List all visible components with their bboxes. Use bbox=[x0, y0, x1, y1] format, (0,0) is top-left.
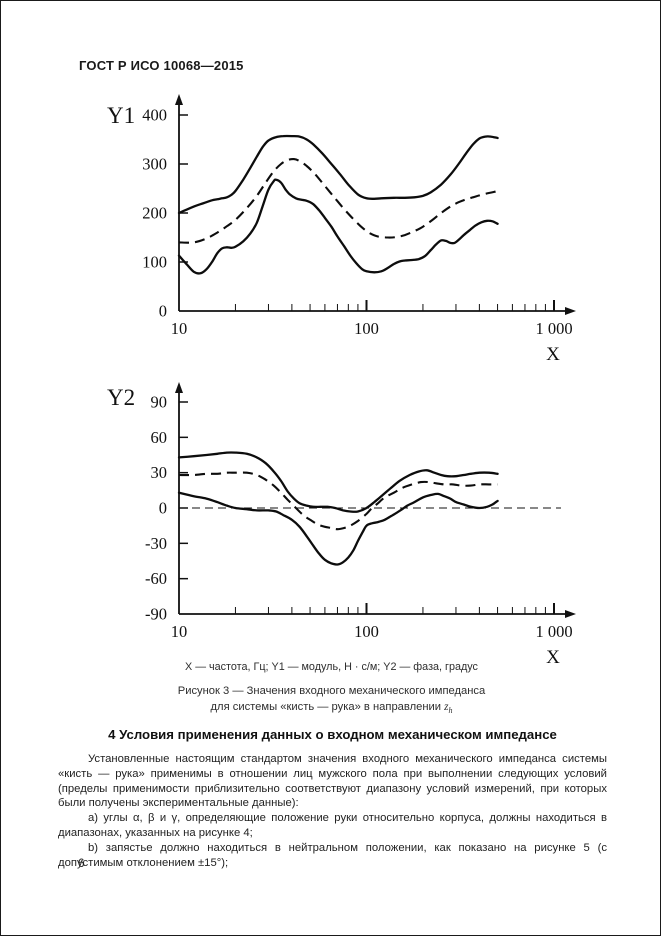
y-tick-label: -30 bbox=[145, 534, 167, 553]
page-number: 6 bbox=[78, 858, 85, 870]
x-axis-arrow bbox=[565, 307, 576, 315]
curve-upper-envelope bbox=[177, 451, 499, 513]
figure-caption-line2: для системы «кисть — рука» в направлении… bbox=[1, 700, 660, 719]
x-tick-label: 100 bbox=[354, 622, 379, 641]
y-tick-label: 400 bbox=[142, 106, 167, 125]
y-tick-label: 300 bbox=[142, 155, 167, 174]
x-tick-label: 10 bbox=[171, 319, 188, 338]
y-tick-label: 90 bbox=[151, 393, 168, 412]
chart-y2-phase: 90 60 30 0 -30 -60 -90 10 100 1 000 Y2 X bbox=[71, 373, 651, 674]
document-header: ГОСТ Р ИСО 10068—2015 bbox=[79, 58, 244, 73]
direction-symbol-subscript: h bbox=[448, 705, 453, 715]
axes-legend: X — частота, Гц; Y1 — модуль, Н · с/м; Y… bbox=[185, 661, 478, 673]
y-axis-title: Y2 bbox=[107, 385, 135, 410]
x-axis-arrow bbox=[565, 610, 576, 618]
x-tick-label: 10 bbox=[171, 622, 188, 641]
paragraph-intro: Установленные настоящим стандартом значе… bbox=[58, 753, 607, 810]
direction-symbol: zh bbox=[444, 700, 453, 715]
x-tick-label: 1 000 bbox=[535, 622, 572, 641]
x-axis-title: X bbox=[546, 647, 560, 668]
x-tick-label: 1 000 bbox=[535, 319, 572, 338]
figure-caption-line1: Рисунок 3 — Значения входного механическ… bbox=[177, 685, 486, 697]
paragraph-item-b: b) запястье должно находиться в нейтраль… bbox=[58, 841, 607, 869]
y-axis-arrow bbox=[175, 382, 183, 393]
curve-lower-envelope bbox=[177, 491, 499, 566]
y-tick-label: 0 bbox=[159, 499, 167, 518]
y-tick-label: 100 bbox=[142, 253, 167, 272]
curve-mean bbox=[178, 158, 498, 244]
figure-caption-line2-text: для системы «кисть — рука» в направлении bbox=[210, 700, 445, 713]
curve-lower-envelope bbox=[177, 178, 499, 275]
curve-mean bbox=[178, 471, 498, 531]
chart-y1-svg: 0 100 200 300 400 10 100 1 000 Y1 X bbox=[107, 94, 576, 365]
x-tick-label: 100 bbox=[354, 319, 379, 338]
section-heading: 4 Условия применения данных о входном ме… bbox=[108, 727, 557, 742]
x-axis-title: X bbox=[546, 344, 560, 365]
chart-y1-modulus: 0 100 200 300 400 10 100 1 000 Y1 X bbox=[71, 89, 651, 376]
body-text: Установленные настоящим стандартом значе… bbox=[58, 752, 607, 870]
y-tick-label: 30 bbox=[151, 463, 168, 482]
y-axis-title: Y1 bbox=[107, 103, 135, 128]
y-tick-label: 60 bbox=[151, 428, 168, 447]
y-tick-label: 0 bbox=[159, 302, 167, 321]
paragraph-item-a: а) углы α, β и γ, определяющие положение… bbox=[58, 812, 607, 839]
y-tick-label: -90 bbox=[145, 605, 167, 624]
figure-caption: Рисунок 3 — Значения входного механическ… bbox=[1, 684, 660, 719]
curve-upper-envelope bbox=[177, 134, 499, 215]
direction-symbol-letter: z bbox=[444, 700, 449, 713]
y-axis-arrow bbox=[175, 94, 183, 105]
y-tick-label: 200 bbox=[142, 204, 167, 223]
y-tick-label: -60 bbox=[145, 569, 167, 588]
